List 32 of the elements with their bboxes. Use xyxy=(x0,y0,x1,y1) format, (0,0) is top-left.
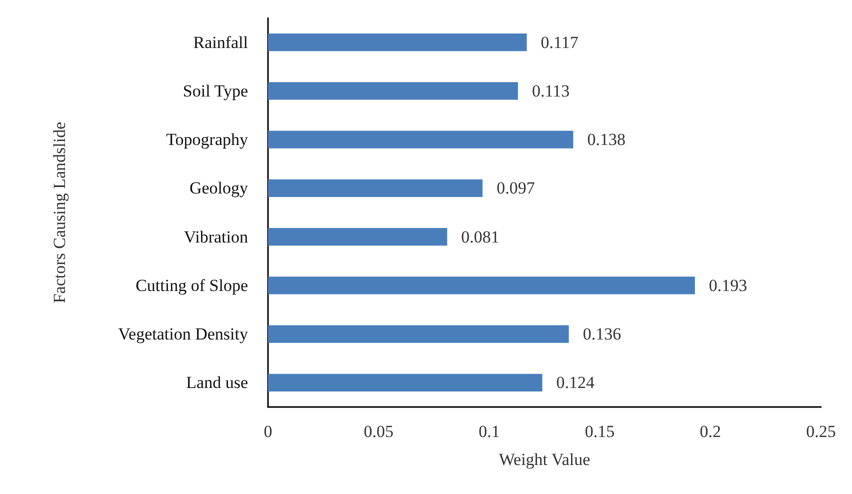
y-tick-label: Topography xyxy=(166,130,248,150)
data-label: 0.193 xyxy=(708,276,748,295)
data-label: 0.124 xyxy=(556,373,596,392)
bar xyxy=(268,325,569,343)
bar xyxy=(268,34,527,52)
y-tick-label: Land use xyxy=(186,373,248,392)
y-tick-label: Rainfall xyxy=(193,32,248,52)
bar xyxy=(268,276,695,294)
bar xyxy=(268,82,518,100)
x-tick-label: 0.25 xyxy=(806,422,836,441)
x-tick-label: 0 xyxy=(264,422,272,441)
y-tick-label: Vibration xyxy=(184,227,248,246)
bar xyxy=(268,374,542,392)
bar xyxy=(268,228,448,246)
bar xyxy=(268,179,483,197)
x-tick-label: 0.15 xyxy=(584,422,615,441)
x-tick-label: 0.2 xyxy=(700,422,722,441)
data-label: 0.097 xyxy=(496,178,536,198)
y-tick-label: Cutting of Slope xyxy=(136,276,248,295)
x-tick-label: 0.05 xyxy=(364,422,394,441)
y-tick-label: Geology xyxy=(189,178,248,198)
y-tick-label: Soil Type xyxy=(182,81,248,100)
x-tick-label: 0.1 xyxy=(478,422,500,441)
data-label: 0.138 xyxy=(587,130,626,150)
x-axis-title: Weight Value xyxy=(498,450,590,469)
y-axis-title: Factors Causing Landslide xyxy=(50,122,69,304)
data-label: 0.136 xyxy=(582,324,622,344)
y-tick-label: Vegetation Density xyxy=(118,324,248,344)
bar xyxy=(268,130,574,148)
data-label: 0.113 xyxy=(532,81,570,100)
data-label: 0.117 xyxy=(540,32,579,52)
data-label: 0.081 xyxy=(461,227,500,246)
